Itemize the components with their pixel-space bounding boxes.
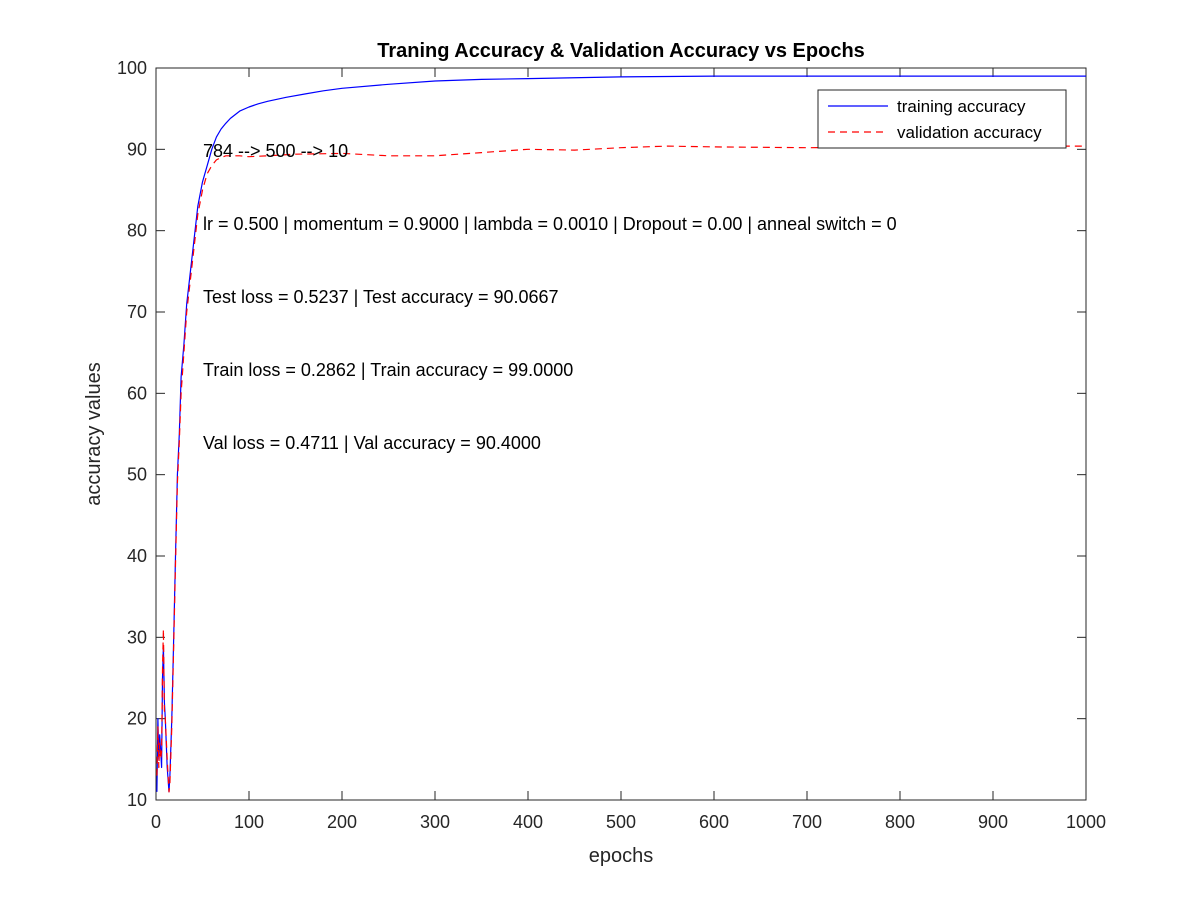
x-tick-label: 1000 <box>1066 812 1106 832</box>
x-tick-label: 800 <box>885 812 915 832</box>
axis-ticks: 0 100 200 300 400 500 600 700 800 900 1000 10 20 30 40… <box>117 58 1106 832</box>
y-tick-label: 20 <box>127 709 147 729</box>
chart-title: Traning Accuracy & Validation Accuracy v… <box>377 40 865 62</box>
legend-training-label: training accuracy <box>897 97 1026 116</box>
y-tick-label: 80 <box>127 221 147 241</box>
x-tick-label: 400 <box>513 812 543 832</box>
x-tick-label: 900 <box>978 812 1008 832</box>
x-tick-label: 600 <box>699 812 729 832</box>
series-lines <box>156 75 1086 793</box>
legend-validation-label: validation accuracy <box>897 123 1042 142</box>
y-tick-label: 10 <box>127 790 147 810</box>
legend-box <box>817 89 1067 149</box>
validation-accuracy-line <box>156 145 1086 793</box>
x-tick-label: 0 <box>151 812 161 832</box>
annotation-val-results: Val loss = 0.4711 | Val accuracy = 90.40… <box>203 433 541 453</box>
y-axis-label: accuracy values <box>83 362 105 505</box>
annotation-hyperparameters: lr = 0.500 | momentum = 0.9000 | lambda … <box>203 214 897 234</box>
y-tick-label: 70 <box>127 302 147 322</box>
x-axis-label: epochs <box>589 845 654 867</box>
annotation-test-results: Test loss = 0.5237 | Test accuracy = 90.… <box>203 287 559 307</box>
x-tick-label: 500 <box>606 812 636 832</box>
y-tick-label: 60 <box>127 383 147 403</box>
legend: training accuracy validation accuracy <box>817 89 1067 149</box>
x-tick-label: 700 <box>792 812 822 832</box>
axes-box <box>155 67 1087 801</box>
training-accuracy-line <box>156 75 1086 793</box>
x-tick-label: 100 <box>234 812 264 832</box>
y-tick-label: 40 <box>127 546 147 566</box>
annotation-train-results: Train loss = 0.2862 | Train accuracy = 9… <box>203 360 573 380</box>
y-tick-label: 50 <box>127 465 147 485</box>
plot-area: 0 100 200 300 400 500 600 700 800 900 1000 10 20 30 40… <box>117 58 1106 832</box>
y-tick-label: 100 <box>117 58 147 78</box>
x-tick-label: 300 <box>420 812 450 832</box>
y-tick-label: 90 <box>127 139 147 159</box>
x-tick-label: 200 <box>327 812 357 832</box>
annotations: 784 --> 500 --> 10 lr = 0.500 | momentum… <box>203 141 897 453</box>
annotation-architecture: 784 --> 500 --> 10 <box>203 141 348 161</box>
y-tick-label: 30 <box>127 627 147 647</box>
